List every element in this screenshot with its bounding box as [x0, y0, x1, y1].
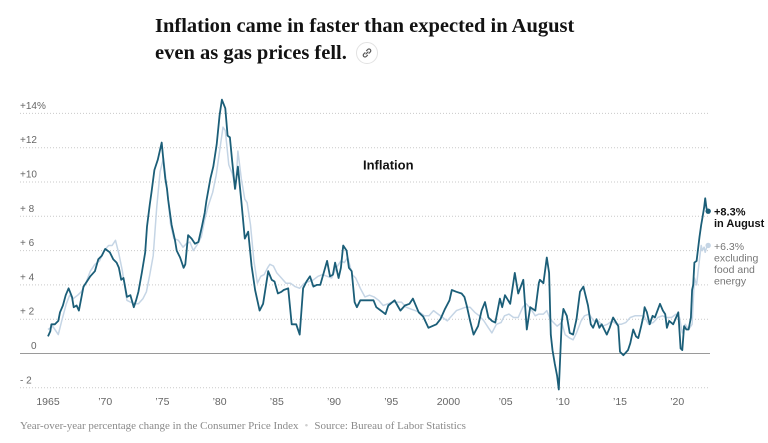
chart-title-label: Inflation — [363, 158, 414, 173]
headline-line-1: Inflation came in faster than expected i… — [155, 15, 575, 37]
y-tick-label: + 4 — [20, 272, 35, 283]
x-tick-label: ’90 — [327, 396, 341, 408]
y-tick-label: + 8 — [20, 204, 35, 215]
x-tick-label: ’05 — [499, 396, 513, 408]
x-tick-label: ’20 — [670, 396, 684, 408]
y-tick-label: +12 — [20, 135, 37, 146]
x-tick-label: ’80 — [213, 396, 227, 408]
end-point-core — [705, 242, 711, 249]
copy-link-button[interactable] — [356, 42, 378, 64]
end-point-all-items — [705, 208, 711, 214]
link-icon — [362, 48, 372, 58]
annotation-all-items: +8.3% — [714, 207, 746, 219]
x-tick-label: ’70 — [98, 396, 112, 408]
x-tick-label: 1965 — [36, 396, 60, 408]
y-tick-label: +10 — [20, 170, 37, 181]
chart-headline: Inflation came in faster than expected i… — [155, 13, 574, 67]
annotation-all-items: in August — [714, 218, 765, 230]
chart-source: Source: Bureau of Labor Statistics — [314, 420, 466, 432]
y-tick-label: +14% — [20, 101, 46, 112]
gridlines — [20, 112, 710, 389]
x-tick-label: ’95 — [384, 396, 398, 408]
x-tick-label: 2000 — [437, 396, 461, 408]
headline-line-2: even as gas prices fell. — [155, 42, 347, 64]
y-tick-label: - 2 — [20, 375, 32, 386]
series-lines — [47, 98, 711, 391]
y-tick-label: 0 — [31, 341, 37, 352]
series-line-core — [47, 126, 708, 341]
x-tick-label: ’85 — [270, 396, 284, 408]
annotation-core: food and — [714, 264, 755, 276]
footer-separator: • — [304, 420, 309, 432]
series-line-all-items — [47, 98, 709, 391]
chart-description: Year-over-year percentage change in the … — [20, 420, 299, 432]
y-tick-label: + 6 — [20, 238, 35, 249]
annotation-core: excluding — [714, 252, 759, 264]
annotation-core: energy — [714, 275, 747, 287]
x-tick-label: ’15 — [613, 396, 627, 408]
axis-labels: +14% +12 +10 + 8 + 6 + 4 + 2 0 - 2 1965 ’70 ’75 ’80 ’… — [20, 101, 684, 408]
chart-footer: Year-over-year percentage change in the … — [20, 420, 466, 432]
y-tick-label: + 2 — [20, 307, 35, 318]
x-tick-label: ’10 — [556, 396, 570, 408]
x-tick-label: ’75 — [155, 396, 169, 408]
annotation-core: +6.3% — [714, 241, 744, 253]
